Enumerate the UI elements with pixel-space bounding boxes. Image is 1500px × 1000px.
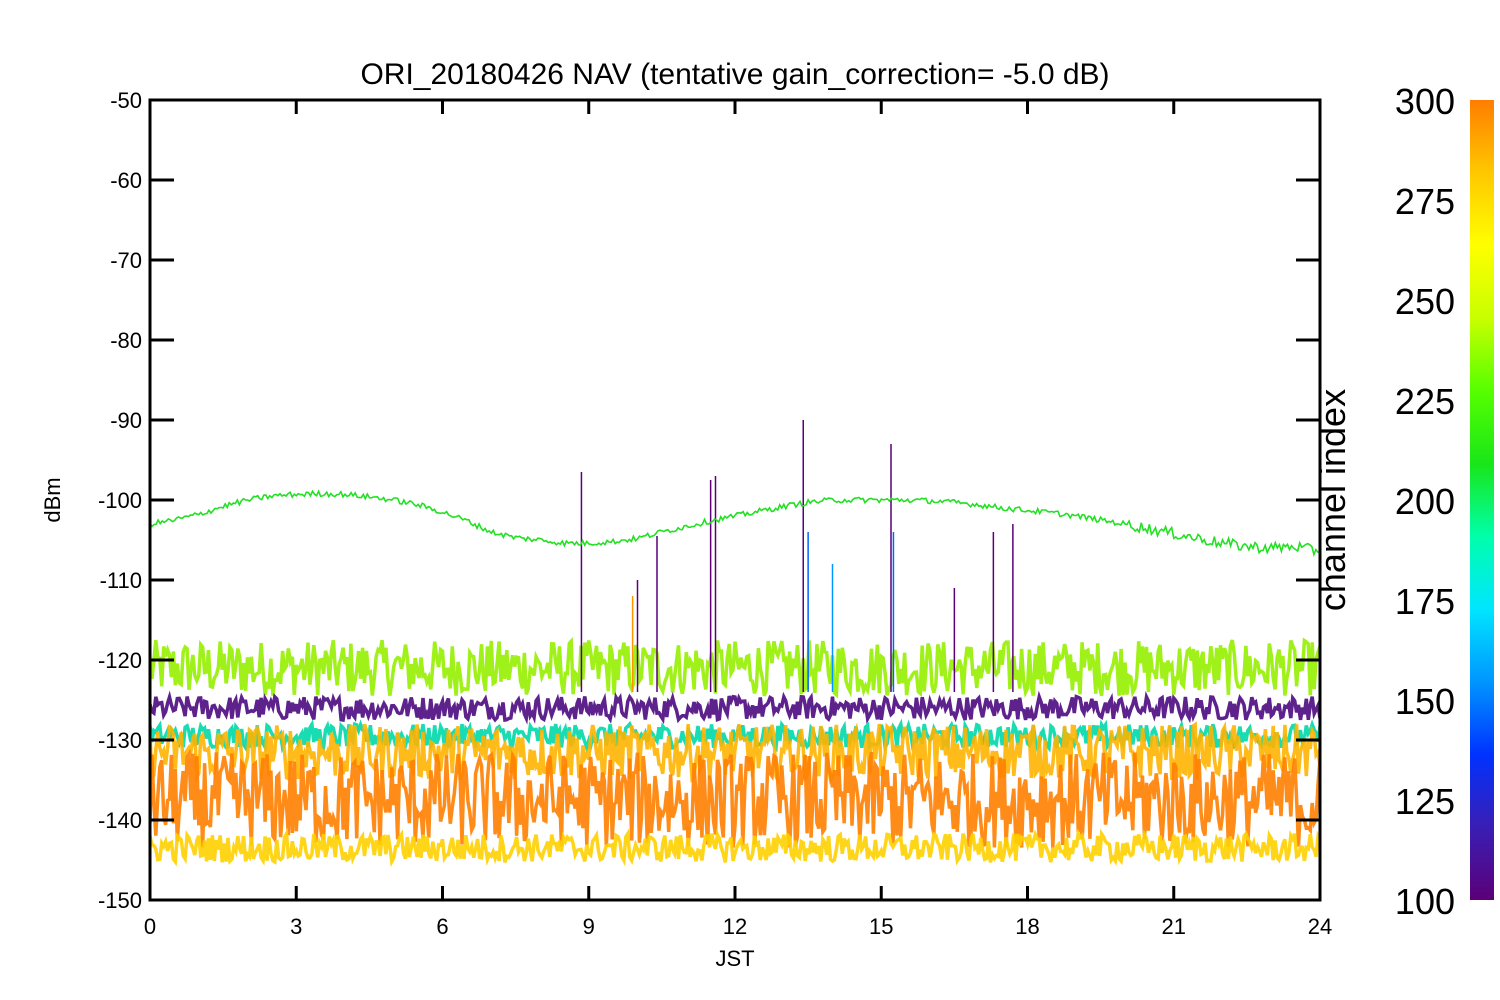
x-tick-label: 6 xyxy=(436,914,448,939)
x-tick-label: 12 xyxy=(723,914,747,939)
noise-band-5 xyxy=(150,827,1320,868)
colorbar-label: channel index xyxy=(1312,389,1353,611)
y-axis: -50 -60 -70 -80 -90 -100 -110 -120 -130 -140 -150 xyxy=(98,88,1320,913)
noise-band-0 xyxy=(150,637,1320,699)
colorbar-tick-label: 300 xyxy=(1395,81,1455,122)
spikes-layer xyxy=(580,420,1014,692)
noise-band-3 xyxy=(150,721,1320,785)
y-tick-label: -50 xyxy=(110,88,142,113)
x-tick-label: 9 xyxy=(583,914,595,939)
plot-frame xyxy=(148,98,1322,902)
plot-area xyxy=(150,420,1320,868)
y-tick-label: -130 xyxy=(98,728,142,753)
series-line-0 xyxy=(150,489,1320,558)
colorbar-tick-label: 100 xyxy=(1395,881,1455,922)
x-axis: 0 3 6 9 12 15 18 21 24 xyxy=(144,100,1332,939)
x-tick-label: 18 xyxy=(1015,914,1039,939)
y-tick-label: -110 xyxy=(100,568,142,593)
noise-band-1 xyxy=(150,690,1320,725)
x-tick-label: 0 xyxy=(144,914,156,939)
chart-title: ORI_20180426 NAV (tentative gain_correct… xyxy=(360,58,1109,91)
x-tick-label: 3 xyxy=(290,914,302,939)
y-tick-label: -120 xyxy=(98,648,142,673)
colorbar-gradient xyxy=(1470,100,1494,900)
x-tick-label: 24 xyxy=(1308,914,1332,939)
colorbar-ticks: 300 275 250 225 200 175 150 125 100 xyxy=(1395,81,1455,922)
y-tick-label: -70 xyxy=(110,248,142,273)
y-axis-label: dBm xyxy=(40,477,65,522)
x-tick-label: 21 xyxy=(1162,914,1186,939)
x-axis-label: JST xyxy=(715,946,754,971)
y-tick-label: -60 xyxy=(110,168,142,193)
y-tick-label: -80 xyxy=(110,328,142,353)
colorbar-tick-label: 150 xyxy=(1395,681,1455,722)
colorbar-tick-label: 275 xyxy=(1395,181,1455,222)
noise-band-4 xyxy=(150,748,1320,848)
colorbar-tick-label: 225 xyxy=(1395,381,1455,422)
colorbar-tick-label: 200 xyxy=(1395,481,1455,522)
noise-bands-layer xyxy=(150,637,1320,868)
y-tick-label: -100 xyxy=(98,488,142,513)
y-tick-label: -140 xyxy=(98,808,142,833)
colorbar-tick-label: 250 xyxy=(1395,281,1455,322)
colorbar-tick-label: 175 xyxy=(1395,581,1455,622)
y-tick-label: -150 xyxy=(98,888,142,913)
colorbar: 300 275 250 225 200 175 150 125 100 channel inde… xyxy=(1312,81,1494,922)
colorbar-tick-label: 125 xyxy=(1395,781,1455,822)
y-tick-label: -90 xyxy=(110,408,142,433)
series-layer xyxy=(150,489,1320,558)
x-tick-label: 15 xyxy=(869,914,893,939)
